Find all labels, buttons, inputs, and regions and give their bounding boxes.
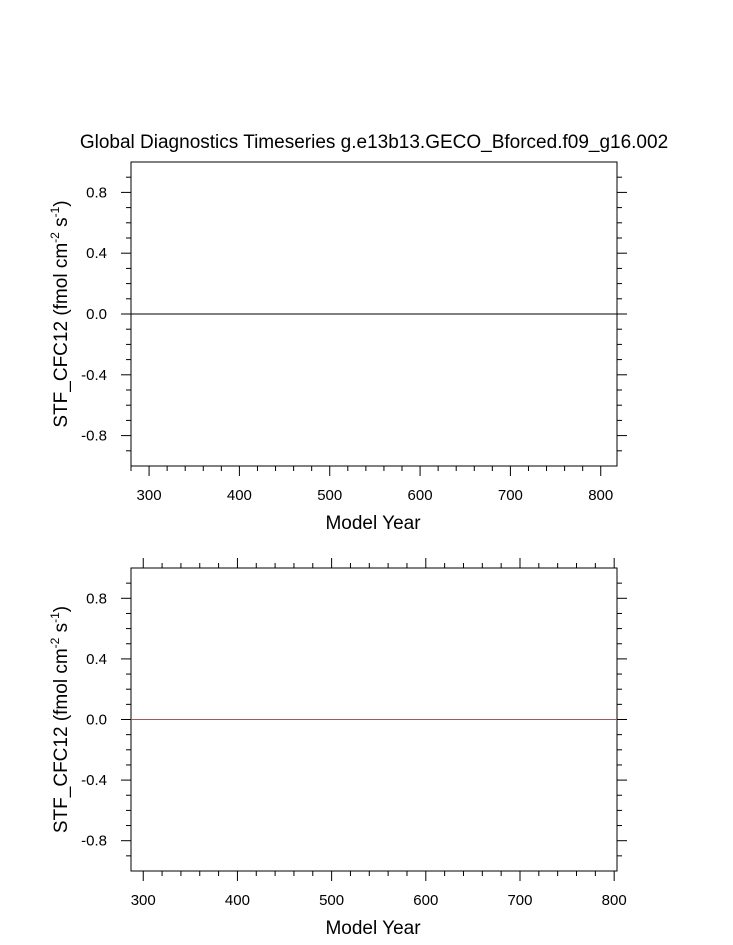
y-tick-label: 0.8 — [86, 184, 107, 201]
y-axis-title-part: ) — [51, 606, 72, 612]
y-axis-title-superscript: -1 — [48, 206, 62, 217]
chart-title: Global Diagnostics Timeseries g.e13b13.G… — [80, 132, 668, 153]
y-tick-label: -0.8 — [81, 833, 107, 850]
y-axis-title-superscript: -2 — [48, 232, 62, 243]
x-tick-label: 400 — [227, 487, 252, 504]
x-tick-label: 600 — [413, 892, 438, 909]
x-axis-title: Model Year — [325, 918, 421, 939]
y-tick-label: 0.0 — [86, 712, 107, 729]
y-tick-label: 0.0 — [86, 306, 107, 323]
x-tick-label: 700 — [498, 487, 523, 504]
y-tick-label: 0.4 — [86, 651, 107, 668]
y-tick-label: -0.4 — [81, 772, 107, 789]
x-tick-label: 800 — [588, 487, 613, 504]
y-axis-title-part: STF_CFC12 (fmol cm — [51, 648, 72, 833]
x-tick-label: 500 — [319, 892, 344, 909]
y-axis-title-part: ) — [51, 200, 72, 206]
x-tick-label: 700 — [507, 892, 532, 909]
y-axis-title-part: STF_CFC12 (fmol cm — [51, 243, 72, 428]
x-tick-label: 300 — [131, 892, 156, 909]
y-axis-title: STF_CFC12 (fmol cm-2 s-1) — [48, 200, 72, 427]
top-panel: 0.8 0.4 0.0 -0.4 -0.8 300 400 500 600 700 800 Model… — [48, 161, 627, 534]
x-tick-label: 400 — [225, 892, 250, 909]
y-axis-title: STF_CFC12 (fmol cm-2 s-1) — [48, 606, 72, 833]
y-axis-title-part: s — [51, 217, 72, 232]
x-tick-label: 600 — [408, 487, 433, 504]
x-tick-label: 300 — [137, 487, 162, 504]
y-axis-title-superscript: -1 — [48, 612, 62, 623]
bottom-panel: 0.8 0.4 0.0 -0.4 -0.8 300 400 500 600 700 800 Model… — [48, 558, 627, 939]
y-tick-label: 0.4 — [86, 245, 107, 262]
y-tick-label: 0.8 — [86, 590, 107, 607]
y-tick-label: -0.4 — [81, 367, 107, 384]
y-tick-label: -0.8 — [81, 428, 107, 445]
x-tick-label: 500 — [317, 487, 342, 504]
x-tick-label: 800 — [602, 892, 627, 909]
y-axis-title-part: s — [51, 623, 72, 638]
x-axis-title: Model Year — [325, 513, 421, 534]
y-axis-title-superscript: -2 — [48, 637, 62, 648]
